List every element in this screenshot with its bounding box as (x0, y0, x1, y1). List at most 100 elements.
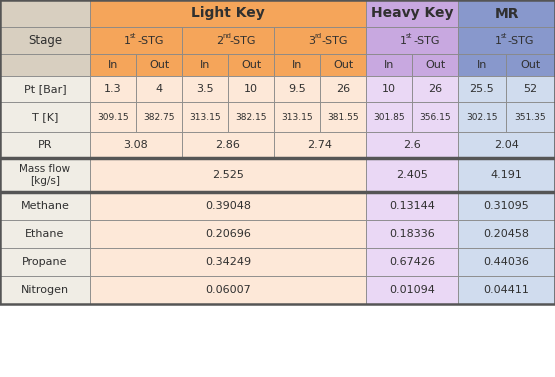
Text: Out: Out (241, 60, 261, 70)
Bar (182, 102, 228, 132)
Bar (0, 220, 90, 248)
Text: 25.5: 25.5 (470, 84, 495, 94)
Bar (366, 76, 412, 102)
Text: In: In (292, 60, 302, 70)
Text: nd: nd (222, 34, 231, 40)
Bar (458, 0, 555, 27)
Bar (0, 132, 90, 158)
Text: 26: 26 (336, 84, 350, 94)
Bar (182, 76, 228, 102)
Text: 351.35: 351.35 (514, 112, 546, 121)
Text: Out: Out (521, 60, 541, 70)
Bar (458, 102, 506, 132)
Bar (90, 0, 366, 27)
Text: 1.3: 1.3 (104, 84, 122, 94)
Text: -STG: -STG (229, 35, 255, 46)
Bar (274, 54, 320, 76)
Text: 0.13144: 0.13144 (389, 201, 435, 211)
Bar (0, 27, 90, 54)
Bar (274, 76, 320, 102)
Bar (274, 132, 366, 158)
Bar (366, 27, 458, 54)
Bar (366, 276, 458, 304)
Text: Out: Out (425, 60, 445, 70)
Text: Out: Out (333, 60, 353, 70)
Bar (182, 54, 228, 76)
Text: -STG: -STG (507, 35, 534, 46)
Text: 313.15: 313.15 (189, 112, 221, 121)
Text: 3: 3 (308, 35, 315, 46)
Bar (506, 54, 555, 76)
Bar (366, 0, 458, 27)
Bar (458, 132, 555, 158)
Text: 0.06007: 0.06007 (205, 285, 251, 295)
Text: st: st (501, 34, 507, 40)
Text: In: In (477, 60, 487, 70)
Bar (90, 76, 136, 102)
Bar (0, 276, 90, 304)
Bar (90, 158, 366, 192)
Text: Methane: Methane (21, 201, 69, 211)
Text: 9.5: 9.5 (288, 84, 306, 94)
Bar (458, 54, 506, 76)
Text: MR: MR (495, 6, 519, 20)
Text: -STG: -STG (413, 35, 440, 46)
Bar (0, 54, 90, 76)
Bar (90, 54, 136, 76)
Text: 313.15: 313.15 (281, 112, 313, 121)
Text: -STG: -STG (137, 35, 164, 46)
Text: 381.55: 381.55 (327, 112, 359, 121)
Bar (182, 132, 274, 158)
Text: 2.6: 2.6 (403, 140, 421, 150)
Text: 382.75: 382.75 (143, 112, 175, 121)
Text: Ethane: Ethane (26, 229, 65, 239)
Text: 10: 10 (382, 84, 396, 94)
Text: 356.15: 356.15 (419, 112, 451, 121)
Text: -STG: -STG (321, 35, 347, 46)
Bar (90, 220, 366, 248)
Text: In: In (200, 60, 210, 70)
Text: In: In (384, 60, 394, 70)
Bar (458, 192, 555, 220)
Bar (90, 132, 182, 158)
Text: Pt [Bar]: Pt [Bar] (24, 84, 66, 94)
Bar (412, 102, 458, 132)
Text: T [K]: T [K] (32, 112, 58, 122)
Bar (90, 27, 182, 54)
Text: 1: 1 (400, 35, 407, 46)
Bar (506, 76, 555, 102)
Text: 0.67426: 0.67426 (389, 257, 435, 267)
Bar (366, 102, 412, 132)
Text: 2: 2 (216, 35, 223, 46)
Text: st: st (406, 34, 412, 40)
Text: 0.04411: 0.04411 (483, 285, 529, 295)
Bar (506, 102, 555, 132)
Bar (458, 27, 555, 54)
Text: rd: rd (314, 34, 321, 40)
Bar (90, 102, 136, 132)
Bar (320, 102, 366, 132)
Bar (182, 27, 274, 54)
Bar (458, 276, 555, 304)
Text: Propane: Propane (22, 257, 68, 267)
Text: Light Key: Light Key (191, 6, 265, 20)
Text: 10: 10 (244, 84, 258, 94)
Bar (366, 192, 458, 220)
Bar (458, 158, 555, 192)
Text: 382.15: 382.15 (235, 112, 267, 121)
Text: Out: Out (149, 60, 169, 70)
Bar (136, 102, 182, 132)
Bar (458, 248, 555, 276)
Text: 1: 1 (495, 35, 502, 46)
Bar (458, 220, 555, 248)
Bar (228, 76, 274, 102)
Text: 0.39048: 0.39048 (205, 201, 251, 211)
Text: 302.15: 302.15 (466, 112, 498, 121)
Text: 4.191: 4.191 (491, 170, 522, 180)
Text: 301.85: 301.85 (373, 112, 405, 121)
Text: 2.04: 2.04 (494, 140, 519, 150)
Bar (0, 0, 555, 304)
Text: In: In (108, 60, 118, 70)
Text: 0.34249: 0.34249 (205, 257, 251, 267)
Text: Nitrogen: Nitrogen (21, 285, 69, 295)
